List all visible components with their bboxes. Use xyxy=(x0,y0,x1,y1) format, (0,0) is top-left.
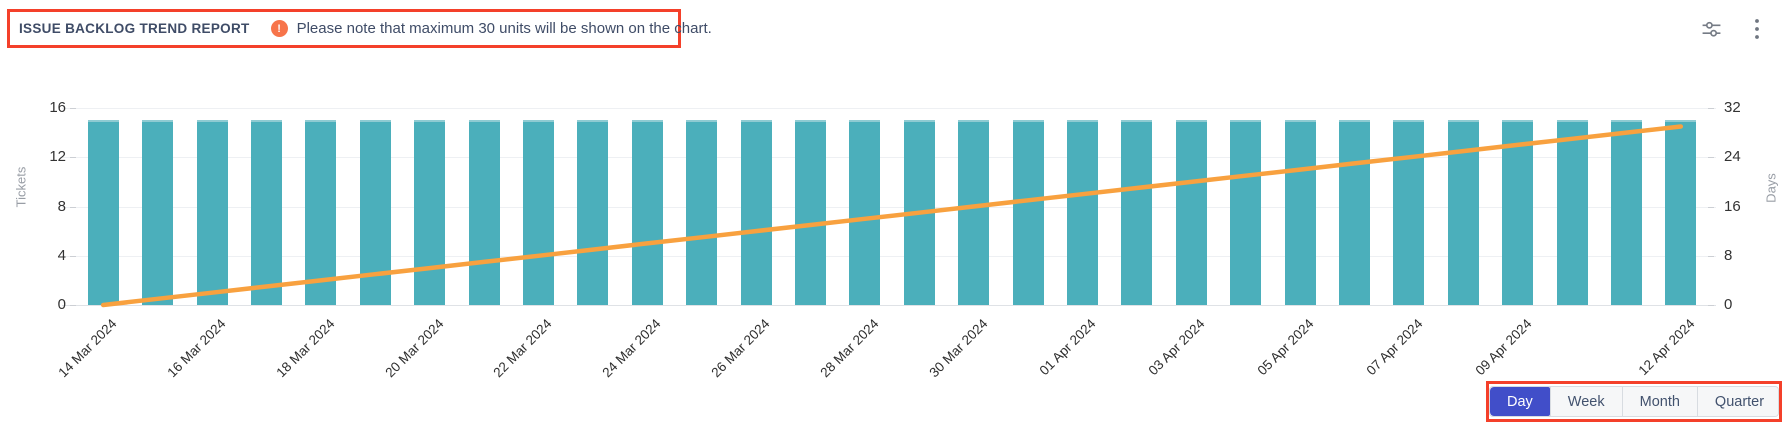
right-axis-tickmark xyxy=(1708,255,1714,257)
bar[interactable] xyxy=(142,120,174,305)
bar[interactable] xyxy=(849,120,881,305)
kebab-menu-icon[interactable] xyxy=(1744,16,1770,42)
bar[interactable] xyxy=(1393,120,1425,305)
bar[interactable] xyxy=(958,120,990,305)
report-title: ISSUE BACKLOG TREND REPORT xyxy=(19,21,250,36)
left-axis-tickmark xyxy=(70,108,76,109)
left-axis-tick-label: 8 xyxy=(57,197,66,215)
bar[interactable] xyxy=(522,120,554,305)
bar[interactable] xyxy=(196,120,228,305)
period-buttons-annotation-box: Day Week Month Quarter xyxy=(1486,381,1782,422)
period-button-group: Day Week Month Quarter xyxy=(1489,386,1779,417)
left-axis-tickmark xyxy=(70,305,76,306)
bar[interactable] xyxy=(1502,120,1534,305)
bar[interactable] xyxy=(631,120,663,305)
bar[interactable] xyxy=(577,120,609,305)
right-axis-title: Days xyxy=(1763,173,1779,203)
right-axis-tickmark xyxy=(1708,206,1714,208)
filter-sliders-icon[interactable] xyxy=(1698,16,1724,42)
alert-circle-icon xyxy=(270,20,288,37)
bar[interactable] xyxy=(1121,120,1153,305)
left-axis-tickmark xyxy=(70,255,76,257)
bar[interactable] xyxy=(1665,120,1697,305)
period-button-quarter[interactable]: Quarter xyxy=(1696,387,1778,416)
bar[interactable] xyxy=(1610,120,1642,305)
period-button-day[interactable]: Day xyxy=(1490,387,1550,416)
bar[interactable] xyxy=(250,120,282,305)
left-axis-tick-label: 12 xyxy=(49,148,66,166)
right-axis-tick-label: 0 xyxy=(1724,296,1733,313)
bar[interactable] xyxy=(1175,120,1207,305)
right-axis-tick-label: 24 xyxy=(1724,148,1741,166)
bar[interactable] xyxy=(903,120,935,305)
bar[interactable] xyxy=(468,120,500,305)
period-button-month[interactable]: Month xyxy=(1621,387,1697,416)
left-axis-tick-label: 4 xyxy=(57,246,66,264)
left-axis-tick-label: 16 xyxy=(49,99,66,116)
x-axis-date-label: 14 Mar 2024 xyxy=(55,316,120,381)
right-axis-tick-label: 32 xyxy=(1724,99,1741,116)
title-annotation-box: ISSUE BACKLOG TREND REPORT Please note t… xyxy=(7,9,712,48)
right-axis-tickmark xyxy=(1708,157,1714,159)
gridline xyxy=(62,108,1716,109)
bar[interactable] xyxy=(686,120,718,305)
bar[interactable] xyxy=(1447,120,1479,305)
bar[interactable] xyxy=(1556,120,1588,305)
bar[interactable] xyxy=(87,120,119,305)
bar[interactable] xyxy=(359,120,391,305)
bar[interactable] xyxy=(740,120,772,305)
bar[interactable] xyxy=(1230,120,1262,305)
bar[interactable] xyxy=(794,120,826,305)
bar[interactable] xyxy=(414,120,446,305)
right-axis-tick-label: 16 xyxy=(1724,197,1741,215)
gridline xyxy=(62,305,1716,306)
bar[interactable] xyxy=(305,120,337,305)
period-button-week[interactable]: Week xyxy=(1549,387,1622,416)
bar[interactable] xyxy=(1338,120,1370,305)
bar[interactable] xyxy=(1066,120,1098,305)
left-axis-tick-label: 0 xyxy=(57,296,66,313)
right-axis-tickmark xyxy=(1708,108,1714,109)
header-actions xyxy=(1698,16,1770,42)
max-units-note: Please note that maximum 30 units will b… xyxy=(296,20,712,37)
left-axis-tickmark xyxy=(70,157,76,159)
right-axis-tickmark xyxy=(1708,305,1714,306)
left-axis-tickmark xyxy=(70,206,76,208)
bar[interactable] xyxy=(1012,120,1044,305)
bar[interactable] xyxy=(1284,120,1316,305)
right-axis-tick-label: 8 xyxy=(1724,246,1733,264)
